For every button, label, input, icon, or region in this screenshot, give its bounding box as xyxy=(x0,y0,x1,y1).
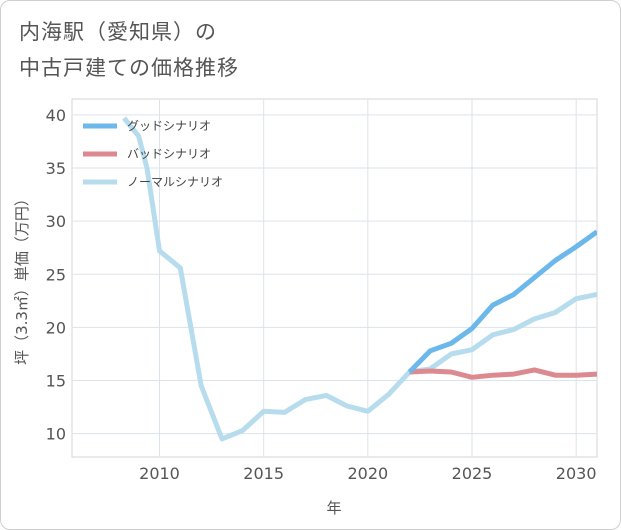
legend-label-0: グッドシナリオ xyxy=(127,119,211,133)
y-tick-label: 10 xyxy=(46,425,66,444)
x-tick-label: 2015 xyxy=(243,464,284,483)
x-tick-label: 2010 xyxy=(139,464,180,483)
y-tick-label: 20 xyxy=(46,318,66,337)
y-tick-label: 30 xyxy=(46,212,66,231)
chart-title-line-1: 内海駅（愛知県）の xyxy=(19,20,217,44)
grid-lines xyxy=(72,99,597,457)
y-tick-label: 15 xyxy=(46,372,66,391)
series-layer xyxy=(122,116,597,442)
y-tick-label: 40 xyxy=(46,106,66,125)
legend-label-2: ノーマルシナリオ xyxy=(127,175,223,189)
y-axis-label: 坪（3.3㎡）単価（万円） xyxy=(13,191,31,365)
y-tick-label: 35 xyxy=(46,159,66,178)
chart-title: 内海駅（愛知県）の 中古戸建ての価格推移 xyxy=(19,14,239,86)
chart-title-line-2: 中古戸建ての価格推移 xyxy=(19,56,239,80)
x-axis-label: 年 xyxy=(326,499,341,517)
series-line-1 xyxy=(409,367,597,380)
series-line-0 xyxy=(407,229,597,374)
y-tick-label: 25 xyxy=(46,265,66,284)
x-tick-label: 2025 xyxy=(452,464,493,483)
series-line-2 xyxy=(122,116,597,442)
legend-label-1: バッドシナリオ xyxy=(127,147,211,161)
x-tick-label: 2020 xyxy=(347,464,388,483)
x-tick-label: 2030 xyxy=(556,464,597,483)
